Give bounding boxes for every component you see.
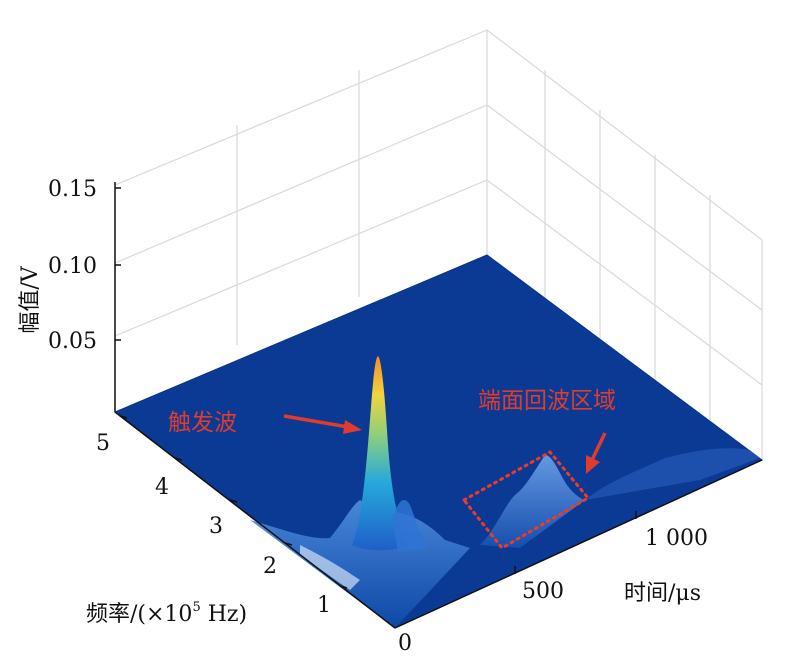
y-tick-mark <box>229 499 238 503</box>
x-tick-label: 1 000 <box>645 526 708 551</box>
z-axis-title: 幅值/V <box>18 265 43 333</box>
echo-tail <box>585 448 760 500</box>
y-tick-mark <box>174 457 183 461</box>
surface-highlight <box>300 545 360 590</box>
z-tick-label: 0.10 <box>48 254 97 279</box>
grid-line <box>486 29 763 241</box>
y-tick-label: 2 <box>263 554 277 579</box>
z-axis: 0.15 0.10 0.05 幅值/V <box>18 177 121 412</box>
trigger-label: 触发波 <box>168 410 237 436</box>
grid-line <box>114 104 488 264</box>
y-tick-mark <box>119 415 128 419</box>
y-axis-exponent: 5 <box>192 600 200 615</box>
grid-line <box>114 179 488 337</box>
echo-ridge <box>480 455 585 548</box>
trigger-peak <box>352 356 408 551</box>
back-grid <box>114 29 763 460</box>
z-tick-label: 0.05 <box>48 329 97 354</box>
z-tick-label: 0.15 <box>48 177 97 202</box>
echo-label: 端面回波区域 <box>478 388 616 414</box>
x-axis-title: 时间/μs <box>624 581 701 606</box>
y-axis: 5 4 3 2 1 0 频率/(×105 Hz) <box>86 411 412 656</box>
grid-line <box>486 179 763 386</box>
y-tick-label: 1 <box>317 593 331 618</box>
x-tick-label: 500 <box>522 579 564 604</box>
echo-region-box <box>461 450 591 550</box>
y-axis-title: 频率/(×105 Hz) <box>86 600 247 627</box>
trigger-arrow <box>283 414 362 434</box>
x-axis: 500 1 000 时间/μs <box>394 459 763 629</box>
y-tick-label: 4 <box>155 475 169 500</box>
grid-line <box>114 29 488 186</box>
grid-line <box>486 104 763 311</box>
y-tick-label: 3 <box>209 514 223 539</box>
y-tick-mark <box>284 542 293 546</box>
y-tick-label: 0 <box>398 631 412 656</box>
y-tick-label: 5 <box>96 431 110 456</box>
echo-arrow <box>586 432 607 474</box>
trigger-side-hump <box>392 500 428 552</box>
y-tick-mark <box>339 585 348 589</box>
